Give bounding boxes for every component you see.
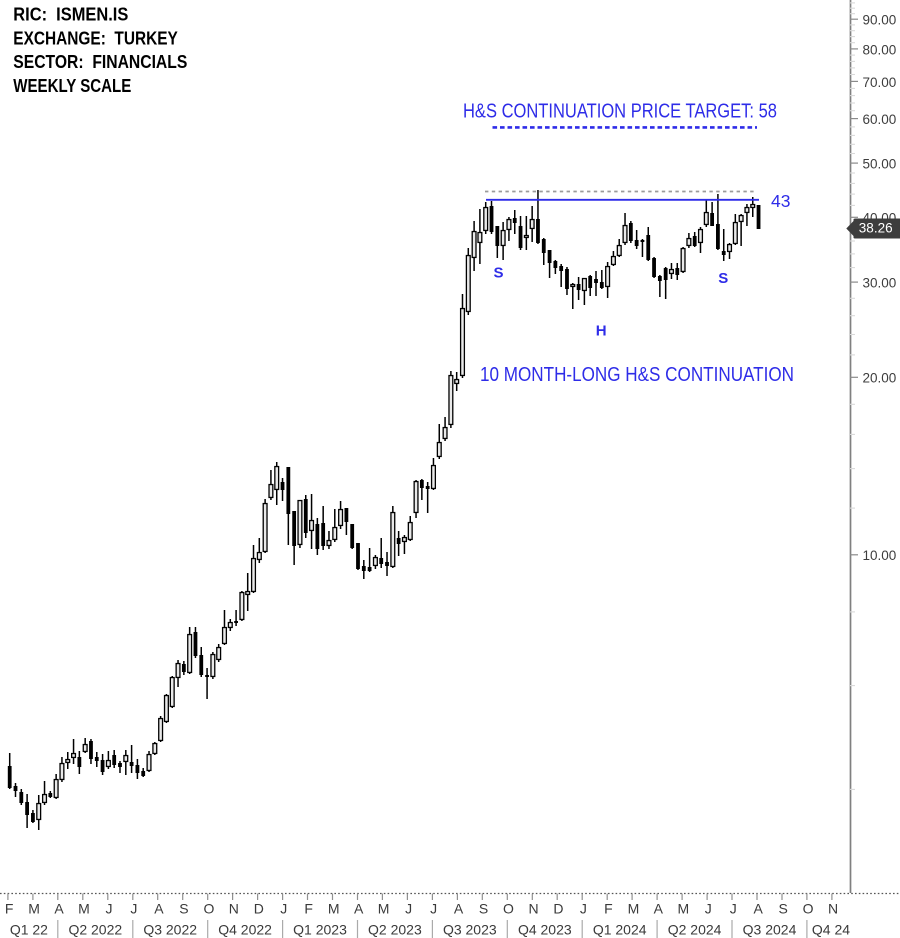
svg-text:Q2 2022: Q2 2022: [68, 922, 122, 938]
svg-text:10.00: 10.00: [863, 548, 897, 563]
svg-text:EXCHANGE: TURKEY: EXCHANGE: TURKEY: [13, 28, 178, 48]
svg-text:Q1 2023: Q1 2023: [293, 922, 347, 938]
svg-text:Q1 2024: Q1 2024: [593, 922, 647, 938]
svg-text:D: D: [553, 901, 563, 917]
svg-text:J: J: [405, 901, 412, 917]
svg-text:F: F: [5, 901, 14, 917]
svg-text:38.26: 38.26: [859, 221, 893, 236]
svg-text:A: A: [54, 901, 64, 917]
svg-text:O: O: [503, 901, 514, 917]
svg-text:20.00: 20.00: [863, 371, 897, 386]
svg-text:80.00: 80.00: [863, 42, 897, 57]
svg-text:H: H: [596, 323, 607, 340]
svg-text:N: N: [229, 901, 239, 917]
svg-text:S: S: [718, 270, 728, 287]
svg-text:Q4 2022: Q4 2022: [218, 922, 272, 938]
svg-text:J: J: [430, 901, 437, 917]
svg-text:J: J: [106, 901, 113, 917]
svg-text:S: S: [494, 264, 504, 281]
svg-text:J: J: [130, 901, 137, 917]
svg-text:F: F: [304, 901, 313, 917]
svg-text:60.00: 60.00: [863, 112, 897, 127]
svg-text:90.00: 90.00: [863, 13, 897, 28]
svg-text:S: S: [479, 901, 488, 917]
svg-text:Q2 2024: Q2 2024: [668, 922, 722, 938]
svg-text:F: F: [604, 901, 613, 917]
svg-text:A: A: [454, 901, 464, 917]
svg-text:10 MONTH-LONG H&S CONTINUATION: 10 MONTH-LONG H&S CONTINUATION: [480, 364, 794, 386]
svg-text:Q4 24: Q4 24: [812, 922, 850, 938]
svg-text:J: J: [730, 901, 737, 917]
svg-text:50.00: 50.00: [863, 157, 897, 172]
svg-text:70.00: 70.00: [863, 75, 897, 90]
svg-text:30.00: 30.00: [863, 276, 897, 291]
svg-text:N: N: [828, 901, 838, 917]
svg-text:Q2 2023: Q2 2023: [368, 922, 422, 938]
svg-text:S: S: [779, 901, 788, 917]
svg-text:SECTOR: FINANCIALS: SECTOR: FINANCIALS: [13, 52, 187, 72]
svg-text:O: O: [203, 901, 214, 917]
svg-text:J: J: [280, 901, 287, 917]
svg-text:M: M: [28, 901, 40, 917]
svg-text:Q3 2023: Q3 2023: [443, 922, 497, 938]
svg-text:H&S CONTINUATION PRICE TARGET:: H&S CONTINUATION PRICE TARGET: 58: [463, 100, 777, 122]
svg-text:O: O: [803, 901, 814, 917]
svg-text:M: M: [677, 901, 689, 917]
svg-text:M: M: [378, 901, 390, 917]
svg-text:D: D: [254, 901, 264, 917]
svg-text:J: J: [705, 901, 712, 917]
svg-text:RIC: ISMEN.IS: RIC: ISMEN.IS: [13, 5, 128, 25]
svg-text:A: A: [354, 901, 364, 917]
svg-text:43: 43: [771, 191, 790, 211]
svg-text:N: N: [528, 901, 538, 917]
svg-text:Q3 2024: Q3 2024: [743, 922, 797, 938]
svg-text:M: M: [78, 901, 90, 917]
svg-text:A: A: [654, 901, 664, 917]
svg-text:A: A: [154, 901, 164, 917]
svg-text:A: A: [754, 901, 764, 917]
svg-text:Q1 22: Q1 22: [10, 922, 48, 938]
svg-text:Q4 2023: Q4 2023: [518, 922, 572, 938]
svg-text:S: S: [179, 901, 188, 917]
svg-text:M: M: [628, 901, 640, 917]
svg-text:M: M: [328, 901, 340, 917]
svg-text:WEEKLY SCALE: WEEKLY SCALE: [13, 76, 131, 96]
svg-text:J: J: [580, 901, 587, 917]
svg-text:Q3 2022: Q3 2022: [143, 922, 197, 938]
